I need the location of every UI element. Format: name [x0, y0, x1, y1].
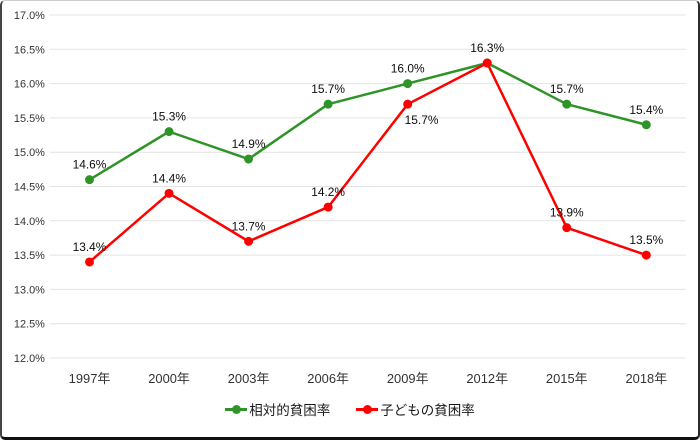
y-axis-tick-label: 14.0% [14, 216, 45, 228]
x-axis-tick-label: 1997年 [69, 371, 111, 386]
y-axis-tick-label: 15.0% [14, 147, 45, 159]
legend-marker-red-icon [356, 404, 379, 414]
y-axis-tick-label: 14.5% [14, 181, 45, 193]
legend-dot-red-icon [362, 404, 372, 414]
series-line-0 [88, 61, 647, 181]
y-axis-tick-label: 13.0% [14, 284, 45, 296]
data-point-label: 14.4% [152, 171, 186, 185]
data-point-label: 13.9% [550, 206, 584, 220]
data-point-label: 14.6% [73, 158, 107, 172]
y-axis-tick-label: 15.5% [14, 113, 45, 125]
data-point [403, 99, 413, 109]
series-line-1 [88, 61, 647, 263]
x-axis-tick-label: 2018年 [625, 371, 667, 386]
y-axis-tick-label: 16.0% [14, 79, 45, 91]
data-point-label: 14.2% [311, 185, 345, 199]
x-axis-tick-label: 2009年 [387, 371, 429, 386]
data-point-label: 16.0% [391, 62, 425, 76]
data-point-label: 15.3% [152, 110, 186, 124]
data-point [323, 99, 333, 109]
data-point-label: 16.3% [470, 41, 504, 55]
legend-item-relative-poverty: 相対的貧困率 [225, 399, 330, 419]
legend-marker-green-icon [225, 404, 248, 414]
data-point-label: 15.7% [311, 82, 345, 96]
data-point-label: 15.7% [550, 82, 584, 96]
data-point [323, 202, 333, 212]
legend-label-child-poverty: 子どもの貧困率 [380, 403, 475, 418]
legend-label-relative-poverty: 相対的貧困率 [249, 403, 331, 418]
data-point-label: 14.9% [232, 137, 266, 151]
data-point-label: 15.7% [405, 113, 439, 127]
x-axis-tick-label: 2015年 [546, 371, 588, 386]
y-axis-tick-label: 12.0% [14, 353, 45, 365]
data-point [85, 175, 94, 185]
data-point [164, 188, 174, 198]
data-point [482, 58, 492, 68]
data-point-label: 15.4% [629, 103, 663, 117]
x-axis-tick-label: 2012年 [466, 371, 508, 386]
data-point [85, 257, 94, 267]
data-point [164, 127, 174, 137]
data-point [562, 99, 572, 109]
poverty-rate-line-chart: 17.0% 16.5% 16.0% 15.5% 15.0% 14.5% 14.0% 13.5%… [14, 10, 687, 386]
data-point [403, 79, 413, 89]
legend-item-child-poverty: 子どもの貧困率 [356, 399, 475, 419]
y-axis-tick-label: 17.0% [14, 10, 45, 22]
data-point-label: 13.5% [629, 233, 663, 247]
x-axis-tick-label: 2006年 [307, 371, 349, 386]
y-axis-tick-label: 16.5% [14, 44, 45, 56]
x-axis-tick-label: 2003年 [228, 371, 270, 386]
y-axis-tick-label: 12.5% [14, 319, 45, 331]
data-point [244, 236, 254, 246]
x-axis-tick-label: 2000年 [148, 371, 190, 386]
legend: 相対的貧困率 子どもの貧困率 [2, 399, 698, 419]
y-axis-tick-label: 13.5% [14, 250, 45, 262]
data-point-label: 13.7% [232, 219, 266, 233]
data-point [562, 223, 572, 233]
data-point [244, 154, 254, 164]
data-point-label: 13.4% [73, 240, 107, 254]
legend-dot-green-icon [231, 404, 241, 414]
data-point [641, 250, 651, 260]
data-point [641, 120, 651, 130]
